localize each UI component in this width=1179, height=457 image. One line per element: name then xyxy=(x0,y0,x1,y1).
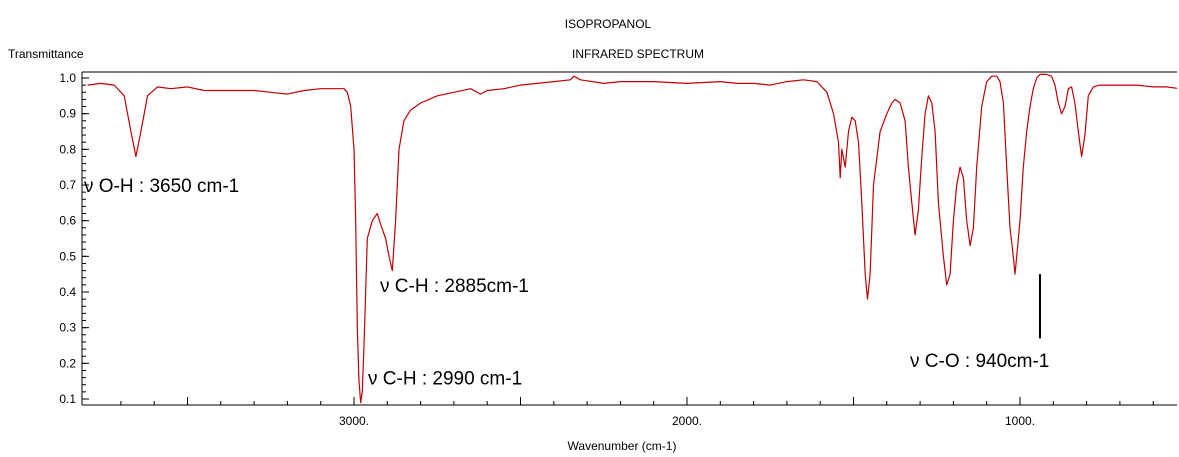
chart-title: ISOPROPANOL xyxy=(565,17,652,31)
peak-annotation: ν C-H : 2990 cm-1 xyxy=(368,369,522,390)
y-tick-label: 0.5 xyxy=(59,249,76,263)
x-axis: 3000. 2000. 1000. xyxy=(120,397,1154,428)
peak-annotation: ν O-H : 3650 cm-1 xyxy=(84,176,239,197)
series xyxy=(87,73,1177,404)
peak-annotation: ν C-H : 2885cm-1 xyxy=(380,276,529,297)
y-tick-label: 1.0 xyxy=(59,71,76,85)
y-tick-label: 0.7 xyxy=(59,178,76,192)
y-tick-label: 0.4 xyxy=(59,285,76,299)
x-tick-label: 2000. xyxy=(672,414,702,428)
chart-subtitle: INFRARED SPECTRUM xyxy=(572,47,704,61)
y-axis-label: Transmittance xyxy=(8,47,84,61)
y-tick-label: 0.1 xyxy=(59,392,76,406)
y-tick-label: 0.3 xyxy=(59,321,76,335)
y-tick-label: 0.9 xyxy=(59,107,76,121)
peak-annotation: ν C-O : 940cm-1 xyxy=(910,351,1049,372)
annotations: ν O-H : 3650 cm-1 ν C-H : 2885cm-1 ν C-H :… xyxy=(84,176,1049,390)
y-tick-label: 0.6 xyxy=(59,214,76,228)
y-axis: 1.0 0.9 0.8 0.7 0.6 0.5 0.4 0.3 0.2 0.1 xyxy=(59,71,89,406)
y-tick-label: 0.8 xyxy=(59,142,76,156)
spectrum-line xyxy=(87,73,1177,404)
x-tick-label: 1000. xyxy=(1005,414,1035,428)
x-tick-label: 3000. xyxy=(339,414,369,428)
y-tick-label: 0.2 xyxy=(59,356,76,370)
x-axis-label: Wavenumber (cm-1) xyxy=(568,439,677,453)
